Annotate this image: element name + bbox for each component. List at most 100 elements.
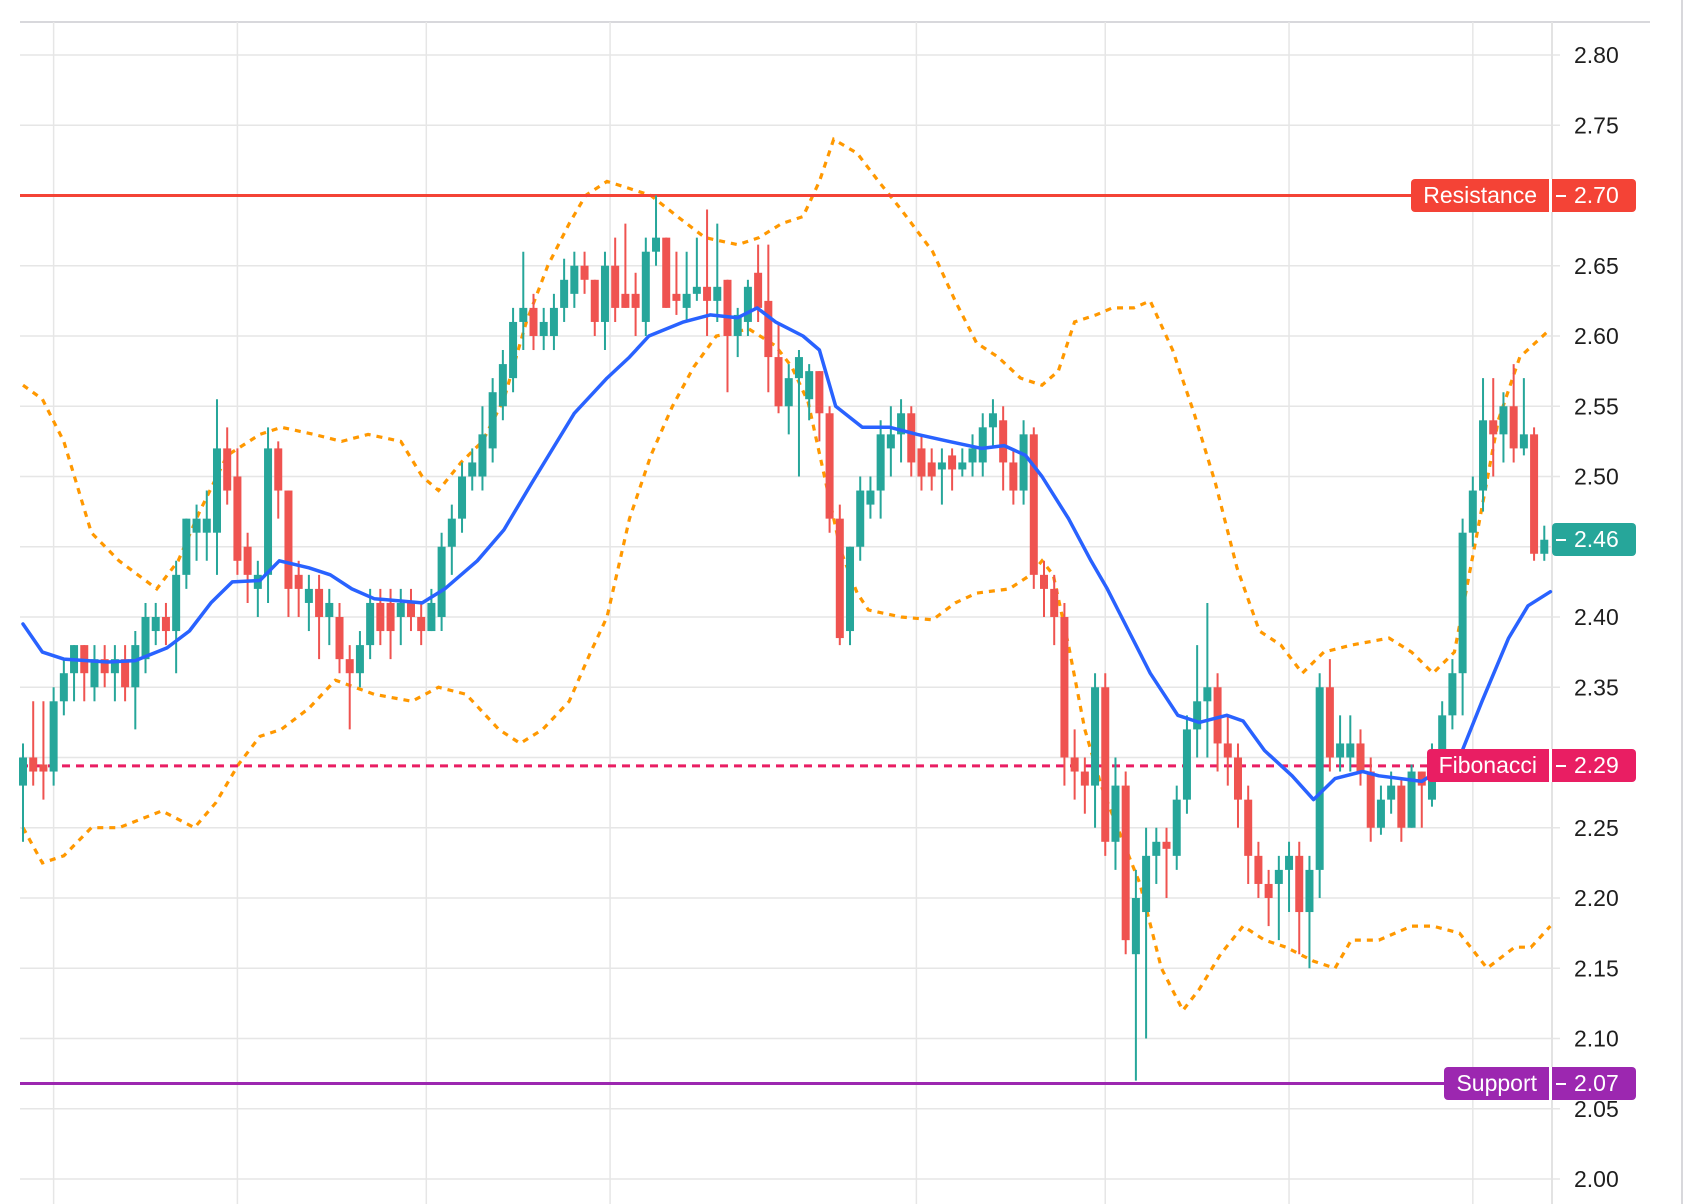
candle-down [121,645,130,702]
candle-body [1121,785,1130,941]
candle-body [1254,855,1263,884]
moving-average [21,306,1553,802]
y-tick-label: 2.15 [1574,955,1619,981]
candle-up [1468,476,1477,547]
candle-up [692,237,701,301]
y-tick-label: 2.80 [1574,42,1619,68]
candle-body [1274,869,1283,884]
level-name-label: Support [1444,1066,1549,1100]
candle-down [1397,778,1406,842]
candle-up [478,406,487,491]
candle-up [1193,645,1202,758]
candle-body [764,300,773,358]
y-tick-label: 2.05 [1574,1096,1619,1122]
candle-down [233,448,242,575]
candle-body [1213,687,1222,744]
candle-up [1376,785,1385,835]
candle-body [805,371,814,400]
candle-body [1519,434,1528,449]
moving-average-line [21,306,1553,802]
candle-up [498,350,507,421]
candle-up [1479,378,1488,512]
price-label: 2.29 [1552,749,1636,783]
y-tick-label: 2.20 [1574,885,1619,911]
y-tick-label: 2.00 [1574,1166,1619,1192]
candle-down [243,532,252,603]
candle-body [1448,673,1457,716]
candle-body [1346,743,1355,758]
candle-body [1540,539,1549,554]
last-price-badge: 2.46 [1552,523,1636,557]
candle-up [794,350,803,477]
candle-up [846,546,855,646]
candle-up [682,251,691,322]
candle-up [151,602,160,646]
candle-body [886,434,895,449]
candle-down [1233,743,1242,828]
candle-up [876,420,885,519]
candle-down [294,560,303,617]
candle-body [897,413,906,435]
candle-down [1509,364,1518,463]
price-label: 2.07 [1552,1066,1636,1100]
price-axis[interactable]: 2.00 2.05 2.10 2.15 2.20 2.25 2.35 2.40 2.50 2.55… [1574,42,1619,1192]
candle-body [212,448,221,533]
candle-body [172,574,181,632]
candle-up [1091,673,1100,828]
candle-body [713,286,722,301]
candle-body [754,272,763,308]
candle-down [1366,757,1375,842]
candle-body [631,293,640,308]
candle-body [1244,799,1253,856]
candle-body [386,602,395,632]
candle-body [733,314,742,336]
candle-body [131,645,140,688]
candle-down [1060,602,1069,786]
y-tick-label: 2.40 [1574,604,1619,630]
price-label: 2.46 [1552,523,1636,557]
candle-body [948,455,957,470]
badge-divider [1549,1066,1552,1100]
candle-up [1540,525,1549,561]
candle-body [59,673,68,702]
candle-body [1203,687,1212,702]
candle-body [1152,841,1161,856]
candle-up [805,364,814,421]
candle-body [1397,785,1406,828]
candle-body [396,602,405,617]
candle-body [529,307,538,336]
candle-down [529,293,538,351]
candle-up [1458,518,1467,716]
candle-body [1162,841,1171,849]
candle-body [549,307,558,336]
candle-up [1315,673,1324,898]
candle-up [90,645,99,702]
candle-up [600,251,609,351]
candle-body [1336,743,1345,758]
candle-body [876,434,885,491]
candle-up [141,602,150,674]
candle-down [39,701,48,800]
candle-up [59,659,68,716]
candle-body [1407,771,1416,828]
candle-body [90,659,99,688]
candle-body [570,265,579,294]
candle-body [590,279,599,322]
candle-body [304,588,313,603]
candle-body [100,659,109,674]
candle-body [1356,743,1365,772]
candle-up [202,490,211,561]
candle-body [121,659,130,688]
support-badge: Support 2.07 [1444,1066,1636,1100]
candle-down [1356,729,1365,786]
candle-down [80,645,89,702]
candle-up [519,251,528,351]
candle-down [417,602,426,646]
candle-body [458,476,467,519]
candle-up [49,687,58,786]
candle-up [570,251,579,308]
candle-body [1438,715,1447,758]
candle-body [1172,799,1181,856]
candle-down [907,406,916,477]
candle-body [1387,785,1396,800]
